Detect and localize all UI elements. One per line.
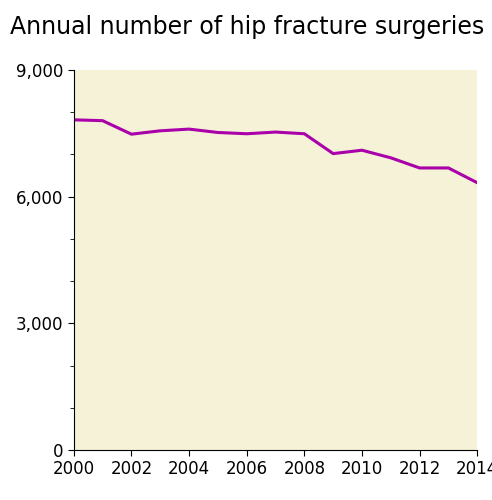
Text: Annual number of hip fracture surgeries: Annual number of hip fracture surgeries [10, 15, 484, 39]
